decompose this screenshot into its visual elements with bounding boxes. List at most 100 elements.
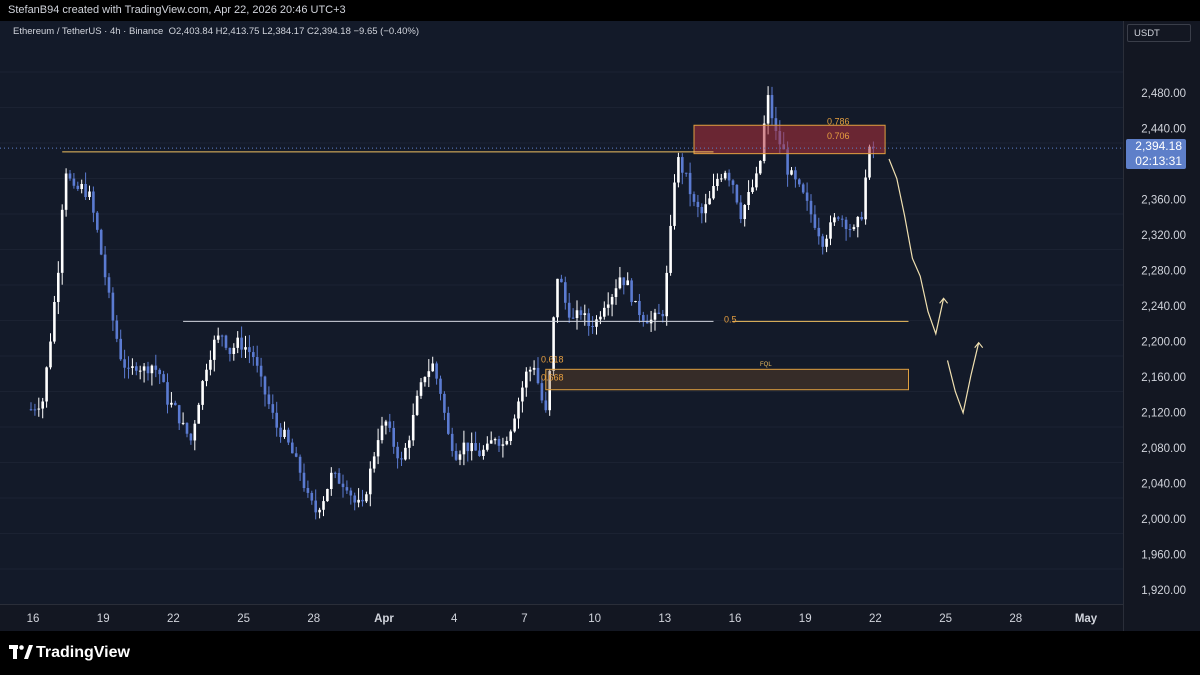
- candle: [556, 278, 559, 323]
- price-axis[interactable]: 1,920.00 1,960.00 2,000.00 2,040.00 2,080.00…: [1123, 21, 1200, 631]
- candle-body: [517, 401, 520, 419]
- candle: [817, 217, 821, 245]
- candle-body: [423, 376, 427, 383]
- candle: [127, 356, 130, 379]
- candle-body: [45, 367, 48, 402]
- footer: TradingView: [0, 631, 1200, 675]
- candle-body: [610, 297, 614, 305]
- candle: [848, 224, 852, 238]
- candle-body: [626, 280, 629, 286]
- candle: [579, 306, 583, 320]
- candle-body: [489, 440, 493, 444]
- candle: [478, 442, 481, 457]
- candle-body: [556, 278, 559, 318]
- candle-body: [564, 282, 567, 303]
- candle-body: [657, 312, 661, 315]
- candle-body: [618, 277, 622, 289]
- candle-body: [552, 317, 555, 371]
- candle: [634, 300, 637, 303]
- candle-body: [372, 456, 376, 469]
- candle-body: [661, 314, 665, 317]
- currency-selector[interactable]: USDT: [1127, 24, 1191, 42]
- candle-body: [603, 307, 606, 317]
- candle: [813, 205, 817, 230]
- candle: [135, 362, 138, 376]
- candle-body: [263, 376, 267, 395]
- candle: [287, 427, 290, 446]
- candle-body: [848, 229, 852, 231]
- candle-body: [107, 277, 111, 293]
- time-tick-label: 7: [521, 613, 527, 625]
- candle-body: [154, 365, 158, 370]
- candle-body: [411, 414, 415, 441]
- candle: [443, 391, 446, 421]
- candle: [115, 315, 119, 343]
- candle: [131, 358, 134, 375]
- candle: [423, 376, 427, 387]
- candle: [603, 301, 606, 320]
- candle: [536, 357, 540, 385]
- candle: [271, 394, 275, 420]
- candle-body: [248, 347, 251, 353]
- price-tick-label: 2,080.00: [1141, 443, 1186, 455]
- candle-body: [579, 310, 583, 315]
- fvg-zone: [545, 368, 909, 391]
- price-chart[interactable]: 0.786 0.706 0.5 0.618 0.668 FQL: [0, 21, 1123, 604]
- candle-body: [392, 427, 395, 447]
- candle-body: [365, 494, 368, 502]
- candle: [805, 182, 809, 211]
- candle: [462, 430, 466, 466]
- candle: [84, 172, 87, 201]
- candle: [408, 435, 411, 460]
- candle: [216, 327, 220, 344]
- price-tick-label: 2,280.00: [1141, 266, 1186, 278]
- candle: [825, 234, 828, 253]
- candle-body: [216, 335, 220, 340]
- candle: [677, 152, 680, 188]
- candle: [833, 213, 836, 226]
- candle: [528, 366, 532, 382]
- candle: [361, 489, 364, 507]
- candle: [146, 361, 150, 381]
- candle: [252, 345, 255, 366]
- candle-body: [708, 198, 711, 205]
- candle: [49, 333, 52, 370]
- candle: [197, 402, 200, 424]
- candle-body: [591, 326, 594, 328]
- candle-body: [427, 371, 431, 377]
- candle-body: [532, 367, 536, 370]
- candle-body: [813, 214, 817, 228]
- candle-body: [142, 366, 146, 371]
- candle-body: [774, 118, 778, 131]
- candle: [864, 169, 867, 225]
- candle: [669, 214, 672, 276]
- candle: [599, 311, 602, 325]
- candle: [248, 335, 251, 364]
- candle-body: [33, 409, 37, 411]
- candle-body: [158, 369, 161, 375]
- ohlc-low: L2,384.17: [262, 26, 305, 37]
- candle-body: [404, 447, 407, 460]
- candle: [220, 334, 224, 347]
- symbol-legend[interactable]: Ethereum / TetherUS · 4h · Binance O2,40…: [13, 26, 419, 37]
- plot-area[interactable]: 0.786 0.706 0.5 0.618 0.668 FQL: [0, 21, 1123, 604]
- candle-body: [361, 499, 364, 502]
- candle-body: [638, 300, 641, 316]
- fib-label: 0.618: [541, 355, 564, 365]
- last-price-label: 2,394.18 02:13:31: [1126, 139, 1186, 170]
- candle: [142, 363, 146, 383]
- time-tick-label: 10: [588, 613, 601, 625]
- candle-body: [700, 207, 704, 214]
- candle: [458, 450, 462, 466]
- candle-body: [801, 184, 805, 193]
- candle-body: [727, 172, 731, 181]
- candle-body: [447, 412, 450, 434]
- time-axis[interactable]: 16 19 22 25 28 Apr 4 7 10 13 16 19 22 25 28 May: [0, 604, 1123, 632]
- candle: [770, 86, 774, 126]
- candle-body: [681, 157, 684, 173]
- candle: [384, 419, 388, 435]
- candle-body: [852, 227, 856, 230]
- price-tick-label: 2,120.00: [1141, 408, 1186, 420]
- candle: [333, 471, 337, 479]
- candle-body: [271, 404, 275, 413]
